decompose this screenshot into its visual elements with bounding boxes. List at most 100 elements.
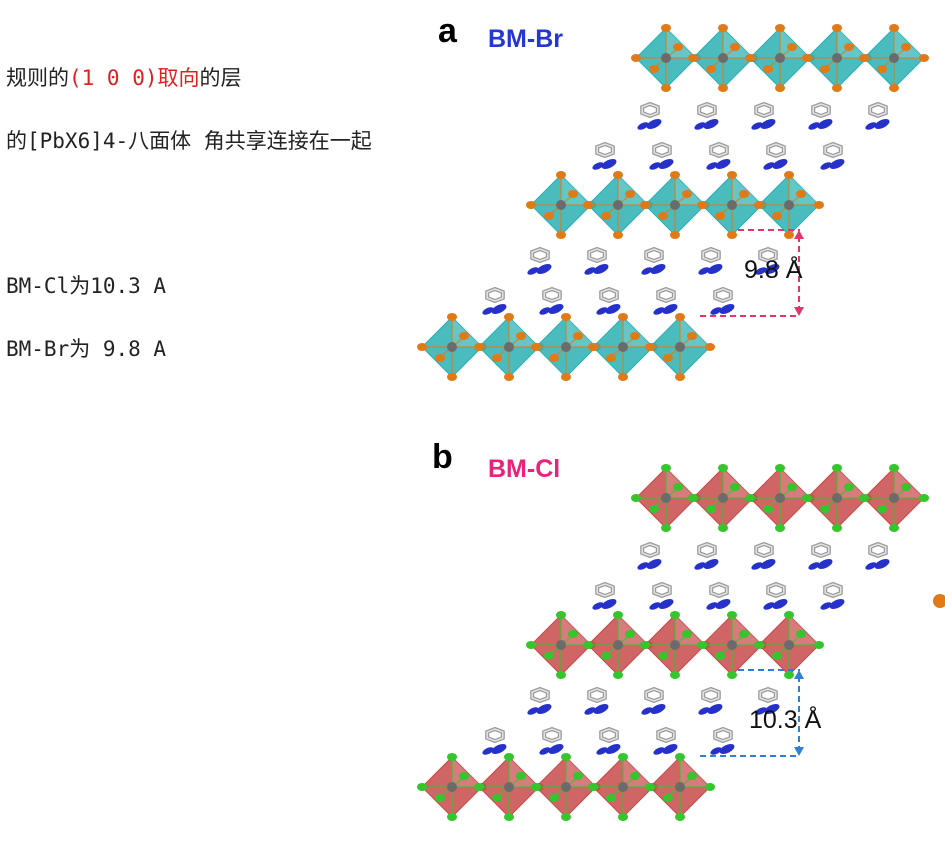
octahedron-highlight [780, 468, 810, 498]
halide-atom [775, 24, 785, 32]
benzene-ring-shine [702, 688, 720, 702]
octahedron-highlight [732, 615, 762, 645]
halide-atom [787, 43, 797, 51]
panel-b-letter: b [432, 438, 453, 476]
halide-atom [772, 652, 782, 660]
nitrogen-group [584, 267, 596, 275]
halide-atom [705, 343, 715, 351]
benzene-ring-shine [596, 143, 614, 157]
benzene-ring-shine [755, 543, 773, 557]
pbx6-octahedron [802, 24, 872, 92]
halide-atom [739, 190, 749, 198]
benzene-ring-shine [543, 728, 561, 742]
octahedron-highlight [837, 468, 867, 498]
halide-atom [820, 65, 830, 73]
organic-cation [539, 726, 564, 755]
nitrogen-group [641, 267, 653, 275]
nitrogen-group [637, 122, 649, 130]
pbx6-octahedron [583, 611, 653, 679]
organic-cation [710, 286, 735, 315]
pbx6-octahedron [754, 611, 824, 679]
organic-cation [596, 286, 621, 315]
lead-atom [775, 493, 785, 503]
benzene-ring-shine [710, 583, 728, 597]
benzene-ring-shine [653, 143, 671, 157]
octahedron-highlight [509, 757, 539, 787]
halide-atom [675, 753, 685, 761]
halide-atom [526, 641, 536, 649]
nitrogen-group [649, 602, 661, 610]
halide-atom [670, 231, 680, 239]
nitrogen-group [653, 747, 665, 755]
halide-atom [561, 373, 571, 381]
halide-atom [688, 494, 698, 502]
halide-atom [739, 630, 749, 638]
halide-atom [640, 641, 650, 649]
halide-atom [504, 313, 514, 321]
organic-cation [763, 581, 788, 610]
nitrogen-group [539, 307, 551, 315]
halide-atom [727, 171, 737, 179]
nitrogen-group [772, 599, 788, 609]
organic-cation [755, 246, 780, 275]
halide-atom [606, 794, 616, 802]
octahedron-highlight [618, 175, 648, 205]
lead-atom [613, 640, 623, 650]
nitrogen-group [808, 122, 820, 130]
dimension-arrow-down [794, 307, 804, 316]
nitrogen-group [593, 264, 609, 274]
halide-atom [784, 611, 794, 619]
halide-atom [802, 494, 812, 502]
halide-atom [675, 313, 685, 321]
halide-atom [784, 171, 794, 179]
halide-atom [516, 772, 526, 780]
lead-atom [889, 493, 899, 503]
nitrogen-group [755, 267, 767, 275]
halide-atom [556, 171, 566, 179]
halide-atom [715, 652, 725, 660]
lead-atom [661, 53, 671, 63]
pbx6-octahedron [640, 171, 710, 239]
halide-atom [718, 84, 728, 92]
halide-atom [705, 783, 715, 791]
nitrogen-group [706, 162, 718, 170]
nitrogen-group [707, 264, 723, 274]
organic-cation [710, 726, 735, 755]
halide-atom [675, 373, 685, 381]
organic-cation [751, 101, 776, 130]
nitrogen-group [658, 159, 674, 169]
halide-atom [601, 652, 611, 660]
benzene-ring-shine [645, 688, 663, 702]
nitrogen-group [592, 602, 604, 610]
benzene-ring-shine [824, 583, 842, 597]
halide-atom [549, 794, 559, 802]
halide-atom [663, 794, 673, 802]
halide-atom [754, 641, 764, 649]
organic-cation [637, 101, 662, 130]
organic-cation [694, 541, 719, 570]
pbx6-octahedron [588, 313, 658, 381]
halide-atom [796, 190, 806, 198]
nitrogen-group [772, 159, 788, 169]
pbx6-octahedron [631, 464, 701, 532]
lead-atom [727, 200, 737, 210]
nitrogen-group [707, 704, 723, 714]
halide-atom [556, 611, 566, 619]
octahedron-highlight [561, 175, 591, 205]
halide-atom [772, 212, 782, 220]
nitrogen-group [491, 304, 507, 314]
halide-atom [820, 505, 830, 513]
nitrogen-group [641, 707, 653, 715]
halide-atom [631, 494, 641, 502]
panel-b-title: BM-Cl [488, 455, 561, 483]
nitrogen-group [751, 562, 763, 570]
halide-atom [919, 54, 929, 62]
halide-atom [844, 483, 854, 491]
benzene-ring-shine [543, 288, 561, 302]
octahedron-highlight [894, 468, 924, 498]
halide-atom [718, 24, 728, 32]
nitrogen-group [751, 122, 763, 130]
benzene-ring-shine [657, 728, 675, 742]
halide-atom [670, 611, 680, 619]
note-line-4: BM-Br为 9.8 A [6, 337, 167, 361]
